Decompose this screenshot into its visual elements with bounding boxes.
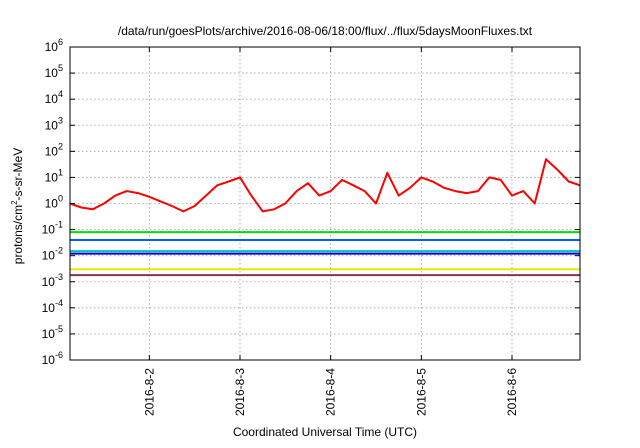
- y-tick-label: 10-3: [42, 272, 63, 289]
- y-tick-label: 102: [45, 141, 63, 158]
- x-axis-ticks: 2016-8-2 2016-8-3 2016-8-4 2016-8-5 2016-8-6: [142, 47, 519, 416]
- y-tick-base: 10: [42, 275, 56, 289]
- y-tick-label: 100: [45, 194, 63, 211]
- y-tick-label: 101: [45, 167, 63, 184]
- y-tick-exp: 5: [58, 63, 63, 73]
- y-tick-exp: 6: [58, 37, 63, 47]
- y-tick-base: 10: [42, 301, 56, 315]
- y-axis-ticks: 10-610-510-410-310-210-11001011021031041…: [42, 37, 580, 367]
- y-tick-exp: -6: [55, 350, 63, 360]
- y-tick-base: 10: [45, 40, 59, 54]
- y-tick-label: 10-1: [42, 220, 63, 237]
- y-axis-label: protons/cm2-s-sr-MeV: [10, 148, 25, 264]
- y-tick-label: 10-5: [42, 324, 63, 341]
- x-tick-label: 2016-8-2: [142, 368, 156, 416]
- x-axis-label: Coordinated Universal Time (UTC): [233, 425, 417, 439]
- y-axis-label-pre: protons/cm: [11, 205, 25, 264]
- y-tick-label: 10-6: [42, 350, 63, 367]
- y-tick-label: 103: [45, 115, 63, 132]
- y-tick-base: 10: [42, 327, 56, 341]
- x-tick-label: 2016-8-4: [324, 368, 338, 416]
- chart-title: /data/run/goesPlots/archive/2016-08-06/1…: [118, 24, 533, 38]
- grid: [70, 47, 580, 360]
- x-tick-label: 2016-8-6: [505, 368, 519, 416]
- y-tick-label: 10-2: [42, 246, 63, 263]
- y-tick-exp: -5: [55, 324, 63, 334]
- y-tick-exp: -4: [55, 298, 63, 308]
- y-tick-exp: -2: [55, 246, 63, 256]
- plot-lines: [69, 158, 581, 277]
- y-tick-exp: 3: [58, 115, 63, 125]
- y-tick-base: 10: [45, 170, 59, 184]
- y-tick-label: 104: [45, 89, 63, 106]
- y-axis-label-sup: 2: [10, 200, 19, 205]
- y-tick-base: 10: [45, 197, 59, 211]
- y-tick-label: 105: [45, 63, 63, 80]
- y-tick-label: 10-4: [42, 298, 63, 315]
- y-tick-base: 10: [45, 144, 59, 158]
- y-tick-exp: -1: [55, 220, 63, 230]
- y-tick-exp: 4: [58, 89, 63, 99]
- y-tick-base: 10: [42, 223, 56, 237]
- y-tick-label: 106: [45, 37, 63, 54]
- y-tick-exp: 0: [58, 194, 63, 204]
- y-tick-exp: 1: [58, 167, 63, 177]
- y-tick-base: 10: [45, 66, 59, 80]
- y-tick-exp: -3: [55, 272, 63, 282]
- y-tick-exp: 2: [58, 141, 63, 151]
- x-tick-label: 2016-8-5: [414, 368, 428, 416]
- y-tick-base: 10: [42, 249, 56, 263]
- y-tick-base: 10: [45, 118, 59, 132]
- y-tick-base: 10: [45, 92, 59, 106]
- y-axis-label-post: -s-sr-MeV: [11, 148, 25, 201]
- x-tick-label: 2016-8-3: [233, 368, 247, 416]
- y-tick-base: 10: [42, 353, 56, 367]
- series-line: [69, 158, 581, 213]
